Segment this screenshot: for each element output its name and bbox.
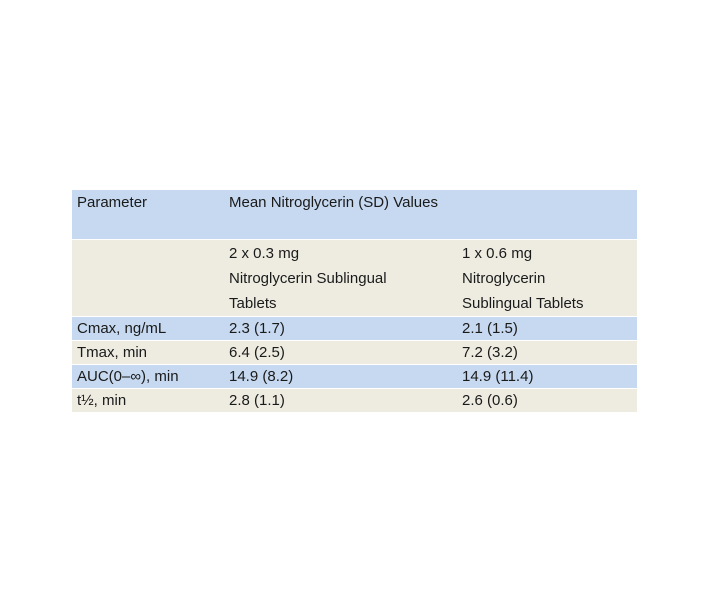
value-cell-1x06: 2.6 (0.6) bbox=[457, 388, 637, 413]
value-cell-2x03: 2.3 (1.7) bbox=[224, 316, 457, 341]
value-cell-1x06: 7.2 (3.2) bbox=[457, 340, 637, 365]
dose-2x03-line-2: Nitroglycerin Sublingual bbox=[229, 270, 387, 287]
table-row-cmax: Cmax, ng/mL 2.3 (1.7) 2.1 (1.5) bbox=[72, 316, 637, 341]
value-cell-1x06: 2.1 (1.5) bbox=[457, 316, 637, 341]
table-subheader-row: 2 x 0.3 mg Nitroglycerin Sublingual Tabl… bbox=[72, 239, 637, 317]
nitroglycerin-pk-table: Parameter Mean Nitroglycerin (SD) Values… bbox=[72, 190, 637, 413]
dose-2x03-header-cell: 2 x 0.3 mg Nitroglycerin Sublingual Tabl… bbox=[224, 239, 457, 317]
parameter-header-cell: Parameter bbox=[72, 190, 224, 240]
table-header-row: Parameter Mean Nitroglycerin (SD) Values bbox=[72, 190, 637, 240]
subheader-empty-cell bbox=[72, 239, 224, 317]
value-cell-2x03: 14.9 (8.2) bbox=[224, 364, 457, 389]
dose-1x06-line-3: Sublingual Tablets bbox=[462, 295, 584, 312]
value-cell-2x03: 2.8 (1.1) bbox=[224, 388, 457, 413]
value-cell-1x06: 14.9 (11.4) bbox=[457, 364, 637, 389]
table-row-thalf: t½, min 2.8 (1.1) 2.6 (0.6) bbox=[72, 388, 637, 413]
dose-1x06-header-cell: 1 x 0.6 mg Nitroglycerin Sublingual Tabl… bbox=[457, 239, 637, 317]
parameter-cell: t½, min bbox=[72, 388, 224, 413]
parameter-cell: Cmax, ng/mL bbox=[72, 316, 224, 341]
dose-1x06-line-1: 1 x 0.6 mg bbox=[462, 245, 533, 262]
dose-2x03-line-3: Tablets bbox=[229, 295, 277, 312]
values-title-header-cell: Mean Nitroglycerin (SD) Values bbox=[224, 190, 637, 240]
dose-2x03-line-1: 2 x 0.3 mg bbox=[229, 245, 300, 262]
dose-1x06-line-2: Nitroglycerin bbox=[462, 270, 546, 287]
parameter-cell: AUC(0–∞), min bbox=[72, 364, 224, 389]
table-row-tmax: Tmax, min 6.4 (2.5) 7.2 (3.2) bbox=[72, 340, 637, 365]
value-cell-2x03: 6.4 (2.5) bbox=[224, 340, 457, 365]
parameter-cell: Tmax, min bbox=[72, 340, 224, 365]
table-row-auc: AUC(0–∞), min 14.9 (8.2) 14.9 (11.4) bbox=[72, 364, 637, 389]
